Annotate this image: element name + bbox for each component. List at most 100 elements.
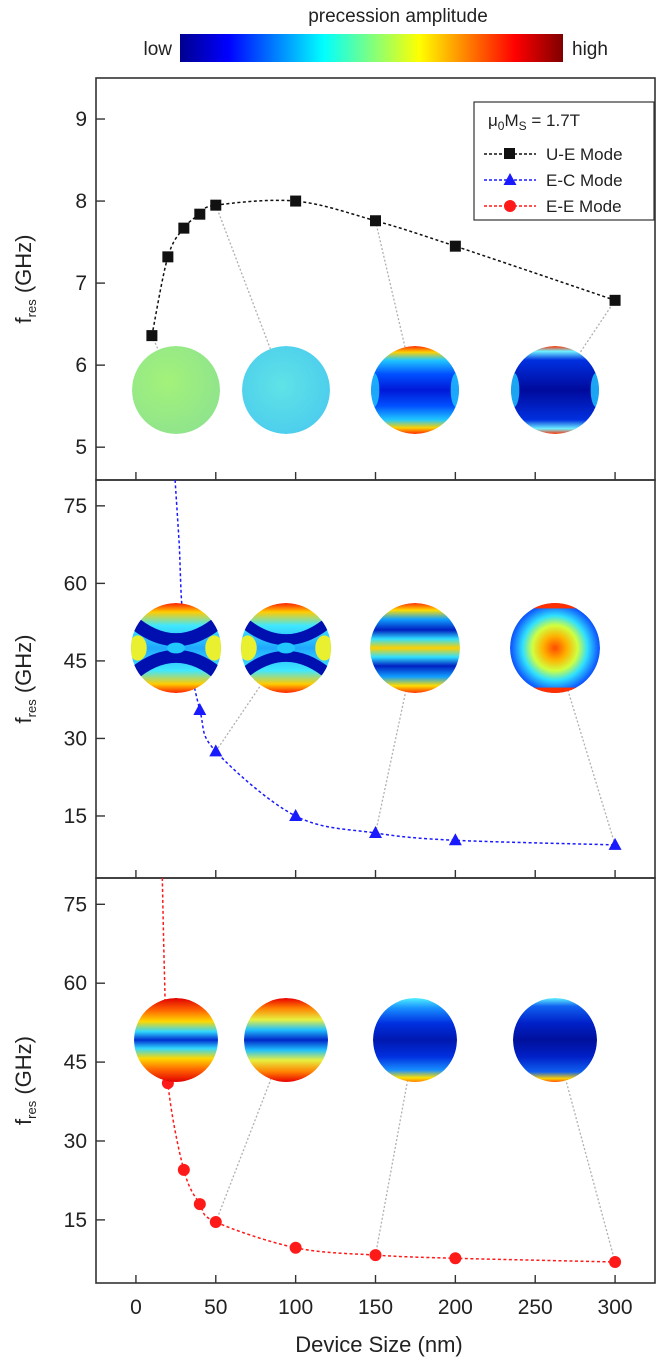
mode-pattern: [371, 346, 459, 434]
legend-entry-ue: U-E Mode: [484, 145, 623, 164]
data-point: [449, 240, 461, 252]
mode-pattern: [244, 998, 328, 1082]
data-point: [609, 294, 621, 306]
legend-entry-ec: E-C Mode: [484, 171, 623, 190]
mode-side-lobe: [511, 372, 520, 408]
y-axis-title-unit: (GHz): [11, 235, 36, 300]
y-tick-label: 75: [64, 495, 87, 518]
data-point: [193, 703, 207, 716]
x-tick-label: 50: [204, 1296, 227, 1319]
data-point: [290, 195, 302, 207]
mode-edge-band: [510, 603, 600, 609]
mode-image: [511, 346, 599, 434]
mode-pattern-base: [513, 998, 597, 1082]
mode-pattern: [373, 998, 457, 1082]
mode-image: [370, 603, 460, 693]
mode-image: [373, 998, 457, 1082]
mode-image: [242, 346, 330, 434]
y-tick-label: 45: [64, 1051, 87, 1074]
mode-pattern-base: [244, 998, 328, 1082]
legend-marker-ec: [503, 173, 517, 185]
data-point: [210, 199, 222, 211]
y-tick-label: 8: [75, 190, 87, 213]
y-tick-label: 7: [75, 272, 87, 295]
series-curve-ee: [161, 877, 616, 1263]
mode-connector: [374, 220, 406, 348]
data-point: [608, 837, 622, 850]
mode-pattern: [241, 603, 331, 693]
mode-node-line: [241, 650, 331, 681]
mode-side-lobe: [371, 372, 380, 408]
data-point: [609, 1255, 622, 1268]
y-tick-label: 9: [75, 108, 87, 131]
mode-pattern: [131, 603, 221, 693]
mode-edge-band: [510, 687, 600, 693]
mode-connector: [215, 1078, 272, 1223]
mode-node-line: [131, 615, 221, 647]
legend-label-ec: E-C Mode: [546, 171, 623, 190]
mode-pattern: [370, 603, 460, 693]
mode-pattern: [511, 346, 599, 434]
data-point: [289, 808, 303, 821]
y-tick-label: 6: [75, 354, 87, 377]
colorbar-gradient: [180, 34, 563, 62]
legend-field-label: μ0MS = 1.7T: [488, 111, 580, 133]
mode-connector: [374, 1081, 409, 1256]
panel-middle: 15 30 45 60 75 fres (GHz): [11, 479, 656, 879]
y-axis-title-symbol: f: [11, 1118, 36, 1125]
y-axis-title-unit: (GHz): [11, 1036, 36, 1101]
mode-image: [510, 603, 600, 693]
data-point: [289, 1241, 302, 1254]
y-axis-title-unit: (GHz): [11, 635, 36, 700]
y-axis-title: fres (GHz): [11, 235, 39, 324]
y-axis-title-symbol: f: [11, 716, 36, 723]
y-tick-label: 75: [64, 893, 87, 916]
y-axis-title-subscript: res: [24, 299, 39, 318]
x-axis-title: Device Size (nm): [295, 1332, 462, 1357]
y-axis-title-subscript: res: [24, 1100, 39, 1119]
mode-pattern-base: [371, 346, 459, 434]
panel-top: 5 6 7 8 9 fres (GHz): [11, 77, 656, 481]
data-point: [177, 1163, 190, 1176]
mode-pattern-base: [242, 346, 330, 434]
y-tick-label: 30: [64, 1130, 87, 1153]
mode-connector: [578, 299, 616, 354]
mode-pattern: [513, 998, 597, 1082]
mode-pattern-base: [510, 603, 600, 693]
data-point: [178, 222, 190, 234]
data-point: [209, 744, 223, 757]
y-tick-label: 60: [64, 572, 87, 595]
data-point: [146, 330, 158, 342]
panel-bottom: 15 30 45 60 75 0 50 100 150 200 250 300 fres (GHz): [11, 877, 656, 1319]
x-tick-label: 100: [278, 1296, 313, 1319]
mode-side-lobe: [315, 635, 331, 661]
legend-marker-ue: [504, 148, 515, 159]
y-axis-title-subscript: res: [24, 699, 39, 718]
legend-box: [473, 101, 655, 221]
mode-node-line: [131, 649, 221, 681]
mode-center-spot: [167, 642, 185, 654]
y-tick-label: 15: [64, 805, 87, 828]
mode-image: [241, 603, 331, 693]
x-tick-label: 200: [438, 1296, 473, 1319]
legend: μ0MS = 1.7T U-E Mode E-C Mode E-E Mode: [473, 101, 655, 221]
mode-pattern-base: [511, 346, 599, 434]
colorbar: precession amplitude low high: [143, 6, 608, 62]
mode-side-lobe: [590, 372, 599, 408]
mode-connector: [215, 684, 262, 752]
mode-side-lobe: [205, 635, 221, 661]
mode-image: [132, 346, 220, 434]
y-tick-label: 30: [64, 727, 87, 750]
y-tick-label: 5: [75, 436, 87, 459]
mode-pattern: [510, 603, 600, 693]
mode-side-lobe: [241, 635, 257, 661]
mode-connector: [567, 690, 616, 846]
mode-side-lobe: [131, 635, 147, 661]
data-point: [194, 208, 206, 220]
colorbar-high-label: high: [572, 39, 608, 60]
mode-connector: [374, 691, 407, 834]
y-tick-label: 45: [64, 650, 87, 673]
data-point: [369, 1249, 382, 1262]
